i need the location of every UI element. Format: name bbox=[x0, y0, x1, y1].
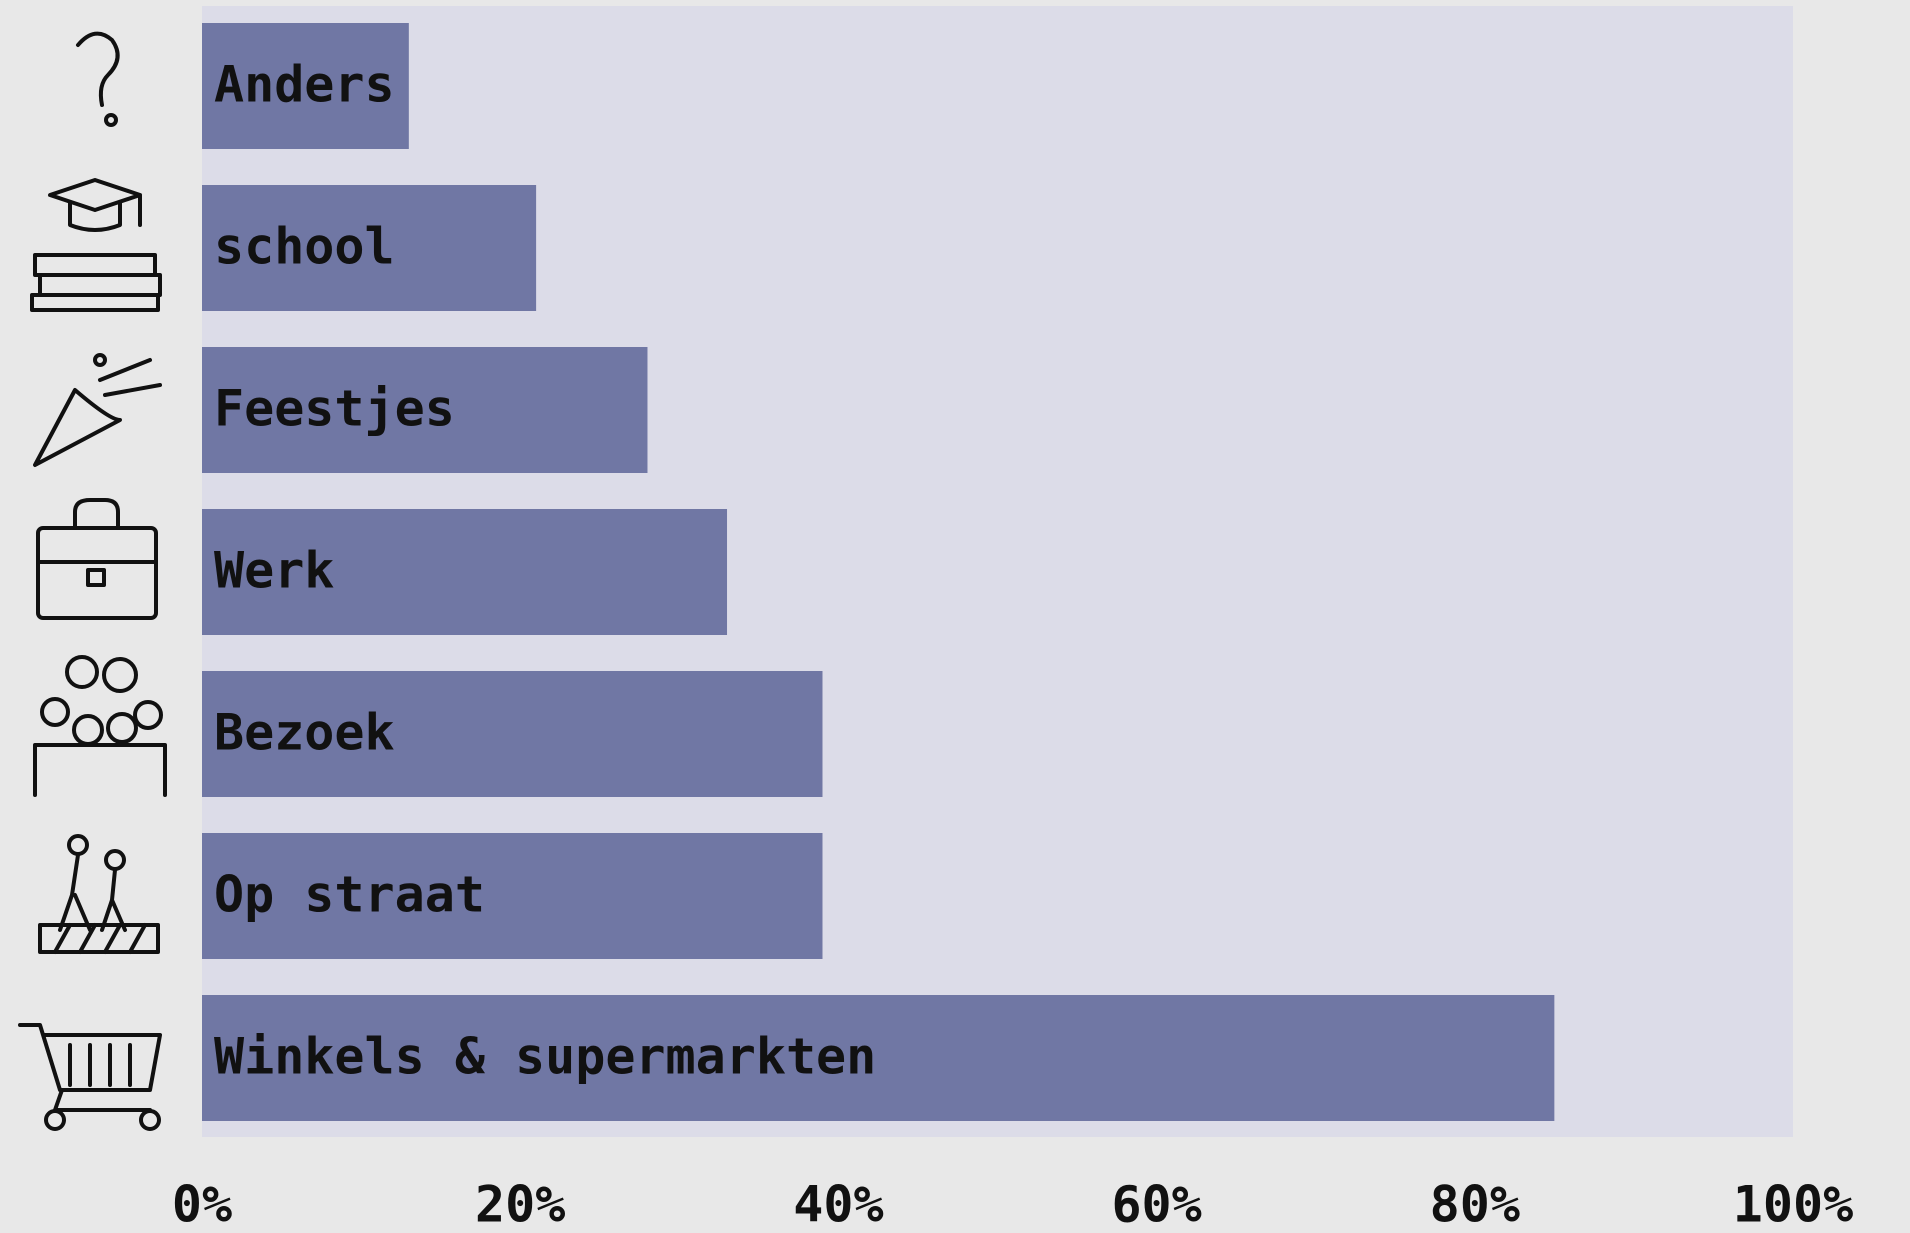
bar-label: Bezoek bbox=[214, 704, 395, 762]
bar bbox=[202, 23, 409, 149]
bar-label: Werk bbox=[214, 542, 334, 600]
bar bbox=[202, 833, 823, 959]
x-tick-label: 60% bbox=[1111, 1176, 1201, 1233]
x-tick-label: 100% bbox=[1733, 1176, 1853, 1233]
bar-label: Feestjes bbox=[214, 380, 455, 438]
bar bbox=[202, 347, 648, 473]
icon-cart-wheel-1 bbox=[44, 1109, 66, 1131]
icon-party bbox=[33, 358, 162, 467]
x-tick-label: 20% bbox=[475, 1176, 565, 1233]
bar-label: Winkels & supermarkten bbox=[214, 1028, 876, 1086]
x-tick-label: 80% bbox=[1430, 1176, 1520, 1233]
bar bbox=[202, 995, 1555, 1121]
bar bbox=[202, 671, 823, 797]
icon-briefcase-lid bbox=[36, 498, 158, 587]
icon-family-5 bbox=[106, 712, 138, 744]
icon-family-1 bbox=[65, 655, 99, 689]
icon-question bbox=[76, 31, 120, 107]
icon-question-dot bbox=[104, 113, 118, 127]
icon-briefcase bbox=[36, 526, 158, 620]
icon-family-3 bbox=[40, 697, 70, 727]
icon-confetti bbox=[93, 353, 107, 367]
icon-cart-wheel-2 bbox=[139, 1109, 161, 1131]
bar bbox=[202, 185, 537, 311]
icon-family-6 bbox=[133, 700, 163, 730]
bar bbox=[202, 509, 728, 635]
icon-family-2 bbox=[102, 657, 138, 693]
icons bbox=[18, 31, 167, 1131]
x-tick-label: 40% bbox=[793, 1176, 883, 1233]
bar-label: school bbox=[214, 218, 395, 276]
icon-family-body bbox=[33, 743, 167, 797]
icon-walk bbox=[38, 853, 160, 954]
icon-books bbox=[30, 253, 162, 312]
icon-school bbox=[48, 178, 142, 232]
x-tick-label: 0% bbox=[172, 1176, 232, 1233]
bar-label: Op straat bbox=[214, 866, 485, 924]
bar-label: Anders bbox=[214, 56, 395, 114]
